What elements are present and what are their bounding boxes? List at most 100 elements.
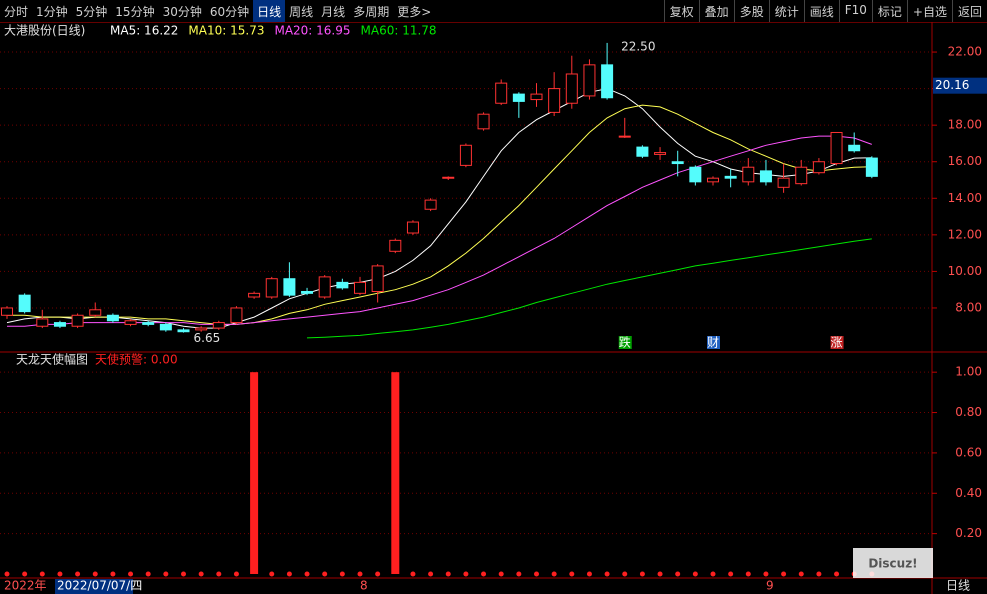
toolbar-button[interactable]: 15分钟 [115,5,155,19]
toolbar-button[interactable]: 5分钟 [75,5,108,19]
candle-body [336,281,349,289]
panel-subtitle: 天使预警: 0.00 [95,352,178,367]
zero-dot [657,571,663,577]
high-label: 22.50 [621,39,655,53]
candle-body [195,327,208,331]
candle-body [212,322,225,329]
ma-line [7,135,872,327]
candle-body [477,113,490,130]
zero-dot [357,571,363,577]
toolbar-button[interactable]: 月线 [321,5,346,19]
candle-body [301,291,314,294]
candle-body [583,64,596,97]
year-label: 2022年 [4,579,47,593]
toolbar-button[interactable]: 多周期 [353,5,390,19]
y-tick-label: 14.00 [948,191,982,205]
candle-body [283,278,296,296]
zero-dot [128,571,134,577]
toolbar-button[interactable]: 统计 [768,0,804,22]
toolbar-button[interactable]: 复权 [663,0,699,22]
zero-dot [375,571,381,577]
event-label: 跌 [619,335,631,350]
toolbar-button[interactable]: 60分钟 [209,5,250,19]
y-tick-label: 0.80 [955,405,982,419]
zero-dot [304,571,310,577]
zero-dot [834,571,840,577]
cursor-date: 2022/07/07/四 [57,579,142,593]
toolbar-button[interactable]: 叠加 [698,0,734,22]
zero-dot [445,571,451,577]
candle-body [795,166,808,185]
toolbar-button[interactable]: 画线 [803,0,839,22]
zero-dot [551,571,557,577]
zero-dot [322,571,328,577]
event-badge [618,336,632,349]
date-label: 9 [766,579,774,593]
candle-body [18,294,31,313]
legend-entry: MA10: 15.73 [188,24,264,38]
zero-dot [269,571,275,577]
zero-dot [481,571,487,577]
toolbar-button[interactable]: 30分钟 [162,5,202,19]
toolbar-button[interactable]: 多股 [733,0,769,22]
toolbar: 分时 1分钟 5分钟 15分钟 30分钟 60分钟 日线 周线 月线 多周期 更多> 复权 叠加 多股 统计… [0,0,987,23]
candle-body [654,152,667,155]
candle-body [636,146,649,157]
candle-body [406,221,419,234]
zero-dot [110,571,116,577]
zero-dot [728,571,734,577]
zero-dot [692,571,698,577]
cursor-date-box [55,579,133,594]
cursor-price: 20.16 [935,78,969,92]
toolbar-button[interactable]: 标记 [871,0,907,22]
toolbar-button[interactable]: 1分钟 [36,5,68,19]
candle-body [389,239,402,252]
zero-dot [498,571,504,577]
zero-dot [781,571,787,577]
zero-dot [92,571,98,577]
y-tick-label: 0.40 [955,486,982,500]
candle-body [865,157,878,177]
candle-body [248,292,261,298]
toolbar-button[interactable]: 分时 [4,5,29,19]
toolbar-button[interactable]: 周线 [289,5,314,19]
zero-dot [410,571,416,577]
legend-entry: MA60: 11.78 [361,24,437,38]
panel-title: 天龙天使幅图 [16,352,88,367]
ma-line [6,88,872,329]
period-label: 日线 [946,579,970,593]
toolbar-button[interactable]: 更多> [397,5,432,19]
candle-body [265,278,278,298]
candle-body [106,314,119,322]
zero-dot [710,571,716,577]
chart-title: 大港股份(日线) [4,24,85,38]
toolbar-button[interactable]: 返回 [951,0,987,22]
zero-dot [516,571,522,577]
ma-line [306,238,872,339]
zero-dot [463,571,469,577]
zero-dot [4,571,10,577]
zero-dot [745,571,751,577]
candle-body [707,177,719,183]
zero-dot [181,571,186,577]
y-tick-label: 10.00 [948,264,982,278]
candle-body [142,322,155,325]
zero-dot [604,571,610,577]
zero-dot [339,571,345,577]
toolbar-button[interactable]: F10 [838,0,872,22]
y-tick-label: 22.00 [948,45,982,59]
candle-body [124,320,137,325]
toolbar-button[interactable]: +自选 [906,0,952,22]
zero-dot [286,571,292,577]
bar [250,372,259,574]
watermark-box [853,548,933,578]
candle-body [530,93,543,101]
date-label: 8 [360,579,368,593]
candle-body [354,281,366,294]
candle-body [724,175,737,179]
toolbar-button[interactable]: 日线 [253,0,286,22]
candle-body [759,170,772,183]
candle-body [495,82,508,104]
candle-body [230,307,243,324]
